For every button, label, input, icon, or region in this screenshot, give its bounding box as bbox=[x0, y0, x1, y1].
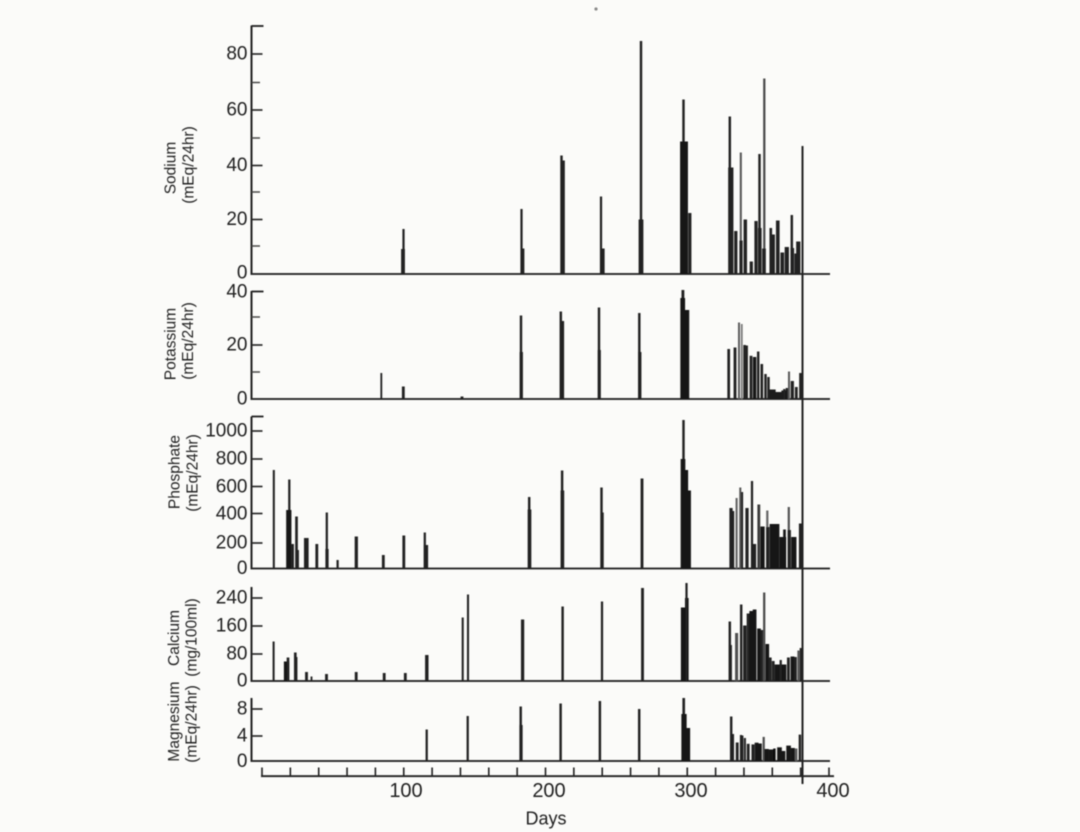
svg-text:20: 20 bbox=[226, 209, 247, 230]
svg-text:240: 240 bbox=[216, 588, 248, 609]
svg-text:20: 20 bbox=[226, 335, 247, 356]
svg-text:Days: Days bbox=[525, 809, 566, 829]
svg-text:4: 4 bbox=[237, 726, 248, 747]
svg-text:0: 0 bbox=[237, 751, 248, 772]
svg-text:Calcium: Calcium bbox=[166, 610, 183, 666]
svg-text:200: 200 bbox=[532, 780, 565, 802]
svg-text:(mEq/24hr): (mEq/24hr) bbox=[185, 434, 202, 512]
svg-text:300: 300 bbox=[674, 780, 707, 802]
svg-text:Potassium: Potassium bbox=[163, 308, 180, 380]
svg-text:0: 0 bbox=[237, 558, 248, 579]
svg-text:Sodium: Sodium bbox=[163, 142, 180, 195]
svg-text:(mEq/24hr): (mEq/24hr) bbox=[184, 685, 201, 763]
svg-text:80: 80 bbox=[226, 644, 247, 665]
svg-text:200: 200 bbox=[216, 533, 248, 554]
svg-text:400: 400 bbox=[216, 504, 248, 525]
svg-text:(mg/100ml): (mg/100ml) bbox=[184, 598, 201, 676]
svg-text:(mEq/24hr): (mEq/24hr) bbox=[181, 126, 198, 204]
svg-text:160: 160 bbox=[216, 616, 248, 637]
svg-text:1000: 1000 bbox=[205, 421, 247, 442]
svg-text:600: 600 bbox=[216, 477, 248, 498]
svg-text:40: 40 bbox=[226, 282, 247, 303]
svg-text:8: 8 bbox=[237, 699, 248, 720]
svg-text:0: 0 bbox=[237, 389, 248, 410]
svg-text:(mEq/24hr): (mEq/24hr) bbox=[180, 302, 197, 380]
svg-text:80: 80 bbox=[226, 44, 247, 65]
svg-text:40: 40 bbox=[226, 155, 247, 176]
svg-text:60: 60 bbox=[226, 100, 247, 121]
svg-text:0: 0 bbox=[237, 671, 248, 692]
svg-text:Magnesium: Magnesium bbox=[166, 681, 183, 761]
svg-text:Phosphate: Phosphate bbox=[167, 435, 184, 509]
svg-text:800: 800 bbox=[216, 449, 248, 470]
svg-text:0: 0 bbox=[237, 263, 248, 284]
svg-text:100: 100 bbox=[389, 780, 422, 802]
svg-text:400: 400 bbox=[816, 780, 849, 802]
